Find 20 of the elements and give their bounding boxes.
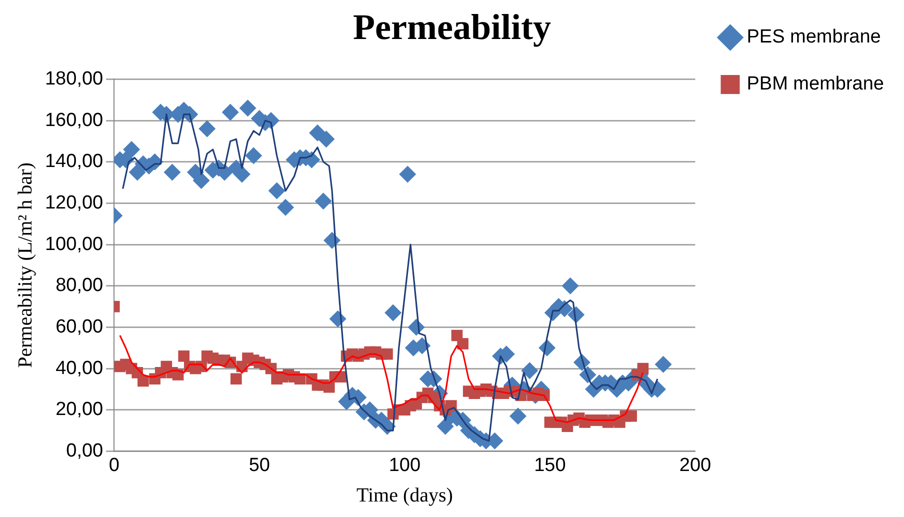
y-tick-label: 100,00 <box>44 234 104 255</box>
legend-label: PBM membrane <box>746 74 884 95</box>
y-tick-label: 40,00 <box>56 358 104 379</box>
y-tick-label: 0,00 <box>66 440 104 462</box>
y-tick-label: 140,00 <box>44 151 104 172</box>
chart-title: Permeability <box>353 6 551 47</box>
y-tick-label: 60,00 <box>56 316 104 338</box>
x-axis-title: Time (days) <box>356 484 453 506</box>
x-tick-label: 0 <box>108 454 120 476</box>
y-tick-label: 160,00 <box>44 110 104 131</box>
y-axis-title: Permeability (L/m² h bar) <box>14 162 36 368</box>
y-tick-label: 80,00 <box>56 275 104 296</box>
y-tick-label: 180,00 <box>44 68 104 90</box>
x-tick-label: 50 <box>248 454 270 476</box>
y-tick-label: 120,00 <box>44 192 104 214</box>
x-tick-label: 150 <box>534 454 566 476</box>
y-tick-label: 20,00 <box>56 399 104 420</box>
x-tick-label: 200 <box>679 454 712 476</box>
legend-label: PES membrane <box>746 26 881 48</box>
x-tick-label: 100 <box>388 454 421 476</box>
